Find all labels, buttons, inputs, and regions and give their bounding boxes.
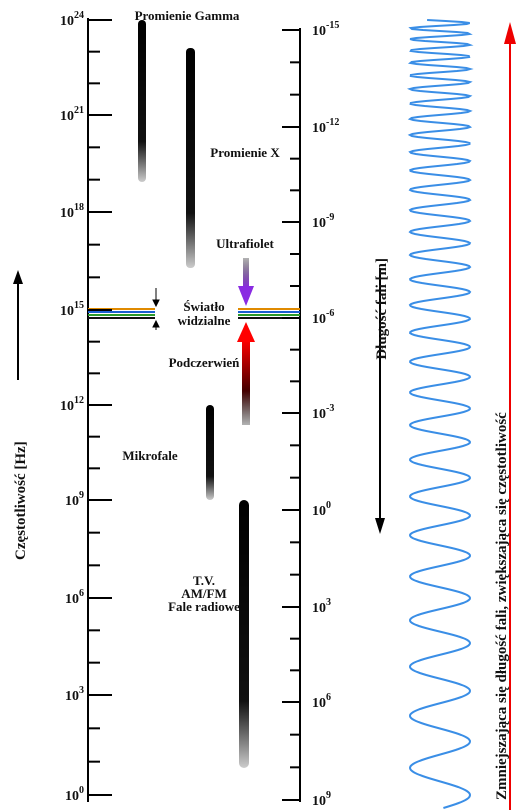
tick-label: 1018 <box>60 202 84 221</box>
band-label: Fale radiowe <box>168 599 240 614</box>
tick-exponent: -9 <box>326 212 334 223</box>
tick-exponent: 18 <box>74 202 84 213</box>
tick-exponent: 0 <box>326 500 331 511</box>
band-label: AM/FM <box>181 586 226 601</box>
band-label: Promienie X <box>210 145 280 160</box>
tick-label: 10-3 <box>312 403 334 422</box>
tick-label: 106 <box>65 588 84 607</box>
band-label: Światło <box>183 299 224 314</box>
tick-exponent: 9 <box>326 790 331 801</box>
tick-base: 10 <box>312 696 326 711</box>
tick-base: 10 <box>65 689 79 704</box>
tick-label: 100 <box>65 785 84 804</box>
tick-base: 10 <box>312 504 326 519</box>
tick-label: 109 <box>65 490 84 509</box>
tick-exponent: 21 <box>74 105 84 116</box>
tick-exponent: -3 <box>326 403 334 414</box>
tick-base: 10 <box>65 789 79 804</box>
tick-base: 10 <box>312 24 326 39</box>
tick-exponent: 9 <box>79 490 84 501</box>
tick-base: 10 <box>312 601 326 616</box>
tick-base: 10 <box>312 312 326 327</box>
wavelength-axis-label: Długość fali [m] <box>374 258 390 360</box>
band-label: Promienie Gamma <box>135 8 240 23</box>
band-label: widzialne <box>178 313 231 328</box>
tick-exponent: 24 <box>74 10 84 21</box>
tick-base: 10 <box>65 494 79 509</box>
tick-exponent: -6 <box>326 308 334 319</box>
tick-label: 1012 <box>60 395 84 414</box>
tick-label: 103 <box>312 597 331 616</box>
tick-base: 10 <box>65 592 79 607</box>
frequency-axis-label: Częstotliwość [Hz] <box>13 441 29 560</box>
tick-base: 10 <box>312 794 326 809</box>
axis-arrows <box>13 22 516 810</box>
tick-label: 1021 <box>60 105 84 124</box>
tick-label: 10-9 <box>312 212 334 231</box>
tick-label: 103 <box>65 685 84 704</box>
wave <box>406 19 474 809</box>
tick-exponent: 12 <box>74 395 84 406</box>
tick-exponent: 3 <box>79 685 84 696</box>
labels: 1024102110181015101210910610310010-1510-… <box>13 8 510 809</box>
tick-label: 109 <box>312 790 331 809</box>
tick-base: 10 <box>312 121 326 136</box>
wave-caption: Zmniejszająca się długość fali, zwiększa… <box>494 412 510 800</box>
tick-label: 106 <box>312 692 331 711</box>
tick-base: 10 <box>60 206 74 221</box>
band-label: Ultrafiolet <box>216 236 274 251</box>
tick-exponent: 0 <box>79 785 84 796</box>
tick-base: 10 <box>60 14 74 29</box>
tick-label: 100 <box>312 500 331 519</box>
axes <box>87 18 301 802</box>
tick-label: 10-15 <box>312 20 339 39</box>
tick-base: 10 <box>60 399 74 414</box>
tick-exponent: 6 <box>326 692 331 703</box>
tick-base: 10 <box>60 109 74 124</box>
tick-exponent: 15 <box>74 300 84 311</box>
tick-exponent: 6 <box>79 588 84 599</box>
tick-label: 1024 <box>60 10 84 29</box>
tick-label: 10-6 <box>312 308 334 327</box>
band-label: Mikrofale <box>122 448 178 463</box>
tick-base: 10 <box>312 407 326 422</box>
tick-base: 10 <box>60 304 74 319</box>
tick-exponent: -12 <box>326 117 339 128</box>
tick-exponent: -15 <box>326 20 339 31</box>
tick-label: 1015 <box>60 300 84 319</box>
tick-label: 10-12 <box>312 117 339 136</box>
band-label: T.V. <box>193 573 215 588</box>
tick-exponent: 3 <box>326 597 331 608</box>
band-label: Podczerwień <box>169 355 241 370</box>
bands <box>88 20 300 768</box>
tick-base: 10 <box>312 216 326 231</box>
